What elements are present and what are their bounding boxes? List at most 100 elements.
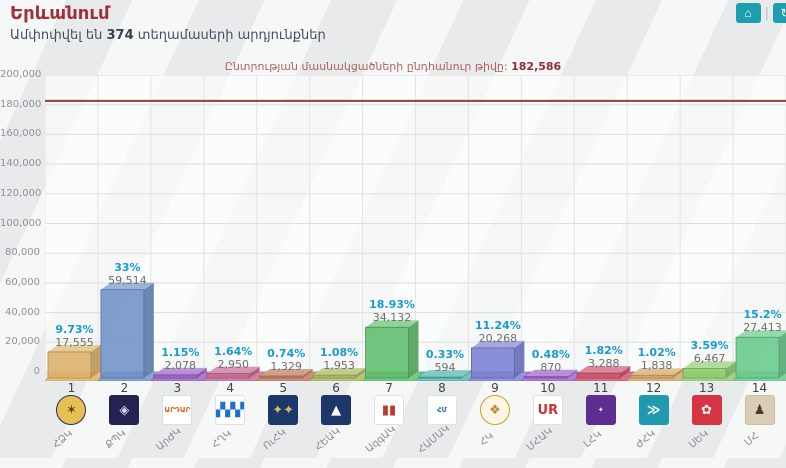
home-icon: ⌂ — [744, 6, 752, 20]
party-logo-glyph: ≫ — [646, 402, 661, 418]
party-13-red-ornament-icon: ✿ — [691, 395, 722, 425]
bar-column-2[interactable] — [97, 282, 160, 382]
y-tick-label: 180,000 — [0, 98, 42, 110]
bar-votes-label: 594 — [434, 361, 456, 375]
party-logo-glyph: ✿ — [701, 402, 713, 418]
x-axis-number-14: 14 — [751, 381, 768, 395]
bar-votes-label: 27,413 — [743, 321, 782, 335]
bar-percent-label: 1.64% — [214, 344, 253, 358]
bar-column-1[interactable] — [44, 344, 107, 382]
page-title: Երևանում — [10, 3, 110, 24]
party-logo-glyph: ԱՐԴԱՐ — [164, 406, 191, 414]
page-subtitle: Ամփոփվել են 374 տեղամասերի արդյունքներ — [10, 28, 326, 43]
party-logo-glyph: ✦✦ — [272, 402, 295, 418]
bar-votes-label: 2,950 — [217, 357, 250, 371]
y-tick-label: 160,000 — [0, 128, 42, 140]
bar-percent-label: 1.08% — [320, 346, 359, 360]
party-logos-row: ✶ ◈ ԱՐԴԱՐ ▞▞▞ ✦✦ ▲ ▮▮ ՀՄ ❖ UR ✦ ≫ ✿ ♟ — [45, 395, 786, 425]
bar-column-9[interactable] — [467, 340, 531, 382]
party-14-statue-beige-icon: ♟ — [744, 395, 775, 425]
party-1-round-gold-seal-icon: ✶ — [56, 395, 87, 425]
bar-votes-label: 6,467 — [693, 352, 726, 366]
party-logo-glyph: ✦ — [597, 406, 604, 414]
x-axis-number-13: 13 — [698, 381, 715, 395]
party-3-ardar-orange-text-icon: ԱՐԴԱՐ — [162, 395, 193, 425]
x-axis-number-10: 10 — [540, 381, 556, 395]
bar-column-7[interactable] — [361, 320, 425, 382]
y-axis: 0 20,000 40,000 60,000 80,000 100,000 120,000 1… — [0, 69, 42, 377]
bar-votes-label: 3,288 — [588, 357, 620, 371]
bar-votes-label: 870 — [540, 360, 562, 374]
bar-column-14[interactable] — [732, 330, 786, 382]
participants-total: 182,586 — [511, 60, 562, 73]
bar-column-6[interactable] — [308, 368, 372, 382]
y-tick-label: 100,000 — [0, 217, 42, 229]
bar-votes-label: 1,329 — [270, 360, 302, 374]
x-axis-number-1: 1 — [67, 381, 76, 395]
election-results-page: { "header": { "title": "Երևանում", "subt… — [0, 0, 786, 458]
bar-percent-label: 3.59% — [690, 339, 729, 353]
bar-column-3[interactable] — [149, 367, 213, 382]
party-2-navy-emblem-icon: ◈ — [109, 395, 140, 425]
bar-percent-label: 1.02% — [637, 346, 676, 360]
bar-votes-label: 34,132 — [372, 311, 412, 325]
party-12-teal-arrows-icon: ≫ — [638, 395, 669, 425]
bar-column-8[interactable] — [414, 370, 478, 382]
x-axis-number-3: 3 — [173, 381, 182, 395]
x-axis-number-6: 6 — [332, 381, 340, 395]
party-8-blue-sketch-icon: ՀՄ — [426, 395, 457, 425]
party-9-gold-round-ornament-icon: ❖ — [479, 395, 510, 425]
bar-percent-label: 18.93% — [369, 298, 415, 312]
y-tick-label: 0 — [33, 366, 40, 377]
bar-percent-label: 0.74% — [267, 347, 306, 361]
bar-chart-canvas — [44, 74, 786, 382]
participants-note: Ընտրության մասնակցածների ընդհանուր թիվը:… — [0, 60, 786, 73]
party-logo-glyph: UR — [537, 402, 559, 418]
bar-percent-label: 15.2% — [743, 308, 782, 322]
party-4-blue-stripes-icon: ▞▞▞ — [215, 395, 246, 425]
party-logo-glyph: ▮▮ — [381, 402, 397, 418]
y-tick-label: 80,000 — [5, 247, 40, 259]
party-logo-glyph: ▲ — [331, 402, 342, 418]
party-logo-glyph: ՀՄ — [436, 406, 447, 414]
bar-votes-label: 2,078 — [164, 358, 197, 372]
party-7-color-bars-icon: ▮▮ — [374, 395, 405, 425]
refresh-icon: ↻ — [780, 6, 786, 20]
party-logo-glyph: ♟ — [753, 402, 766, 418]
party-5-gold-lions-navy-icon: ✦✦ — [268, 395, 299, 425]
bar-column-13[interactable] — [679, 361, 742, 382]
party-logo-glyph: ◈ — [119, 402, 130, 418]
bar-percent-label: 1.15% — [161, 345, 200, 359]
x-axis-number-2: 2 — [120, 381, 129, 395]
y-tick-label: 20,000 — [5, 336, 40, 348]
bar-votes-label: 1,838 — [640, 359, 673, 373]
party-logo-glyph: ✶ — [66, 402, 77, 418]
bar-percent-label: 0.33% — [425, 348, 465, 362]
bar-votes-label: 1,953 — [323, 359, 355, 373]
x-axis-number-12: 12 — [646, 381, 662, 395]
bar-column-12[interactable] — [626, 368, 690, 382]
refresh-button[interactable]: ↻ — [773, 3, 786, 23]
bar-column-11[interactable] — [573, 366, 637, 382]
x-axis-number-11: 11 — [593, 381, 609, 395]
y-tick-label: 120,000 — [0, 187, 42, 199]
party-10-ur-letters-icon: UR — [532, 395, 563, 425]
x-axis-number-8: 8 — [438, 381, 446, 395]
x-axis-number-9: 9 — [491, 381, 499, 395]
bar-chart: 9.73% 17,555 33% 59,514 1.15% 2,078 1.64% 2,950… — [44, 74, 786, 385]
bar-percent-label: 11.24% — [474, 318, 521, 332]
bar-votes-label: 59,514 — [108, 273, 147, 287]
toolbar: ⌂ | ↻ — [735, 3, 786, 23]
y-tick-label: 200,000 — [0, 69, 42, 80]
party-abbr-row: ՀՁԿ ՔՊԿ ԱրԺԿ ՀՂԿ ՈւՀԿ ՀԵԱԿ ԱզգԱԿ ՀԱՄԱԿ ՀԿ ՄՀԱԿ ԼՀԿ… — [45, 423, 786, 458]
x-axis-number-7: 7 — [385, 381, 393, 395]
y-tick-label: 60,000 — [5, 276, 40, 288]
participants-note-label: Ընտրության մասնակցածների ընդհանուր թիվը: — [224, 60, 508, 73]
party-6-mountain-stars-navy-icon: ▲ — [321, 395, 352, 425]
bar-votes-label: 17,555 — [55, 335, 94, 349]
x-axis-number-5: 5 — [279, 381, 287, 395]
bar-percent-label: 0.48% — [531, 347, 570, 361]
home-button[interactable]: ⌂ — [735, 3, 761, 23]
party-logo-glyph: ▞▞▞ — [215, 402, 246, 418]
bar-column-5[interactable] — [255, 369, 319, 382]
